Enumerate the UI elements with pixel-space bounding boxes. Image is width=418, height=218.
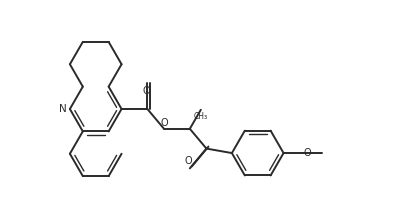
Text: CH₃: CH₃ bbox=[194, 112, 208, 121]
Text: N: N bbox=[59, 104, 67, 114]
Text: O: O bbox=[304, 148, 311, 158]
Text: O: O bbox=[143, 86, 150, 96]
Text: O: O bbox=[184, 156, 192, 166]
Text: O: O bbox=[160, 118, 168, 128]
